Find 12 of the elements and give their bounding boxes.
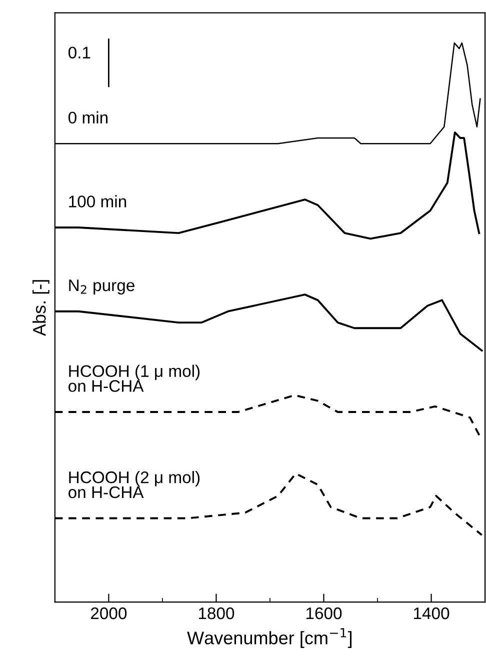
- series-label: HCOOH (1 μ mol) on H-CHA: [68, 364, 200, 392]
- series-label: 0 min: [68, 111, 108, 124]
- annotation: 0.1: [68, 46, 90, 58]
- x-tick-label: 1800: [198, 607, 234, 620]
- series-label: 100 min: [69, 195, 126, 208]
- y-axis-title: Abs. [-]: [32, 280, 50, 336]
- series-label: HCOOH (2 μ mol) on H-CHA: [68, 470, 200, 498]
- x-tick-label: 1600: [306, 607, 342, 620]
- series-label: N$_{2}$ purge: [69, 280, 134, 295]
- x-tick-label: 2000: [90, 607, 127, 620]
- x-tick-label: 1400: [414, 607, 450, 620]
- x-axis-title: Wavenumber [cm$^{−1}$]: [187, 628, 352, 648]
